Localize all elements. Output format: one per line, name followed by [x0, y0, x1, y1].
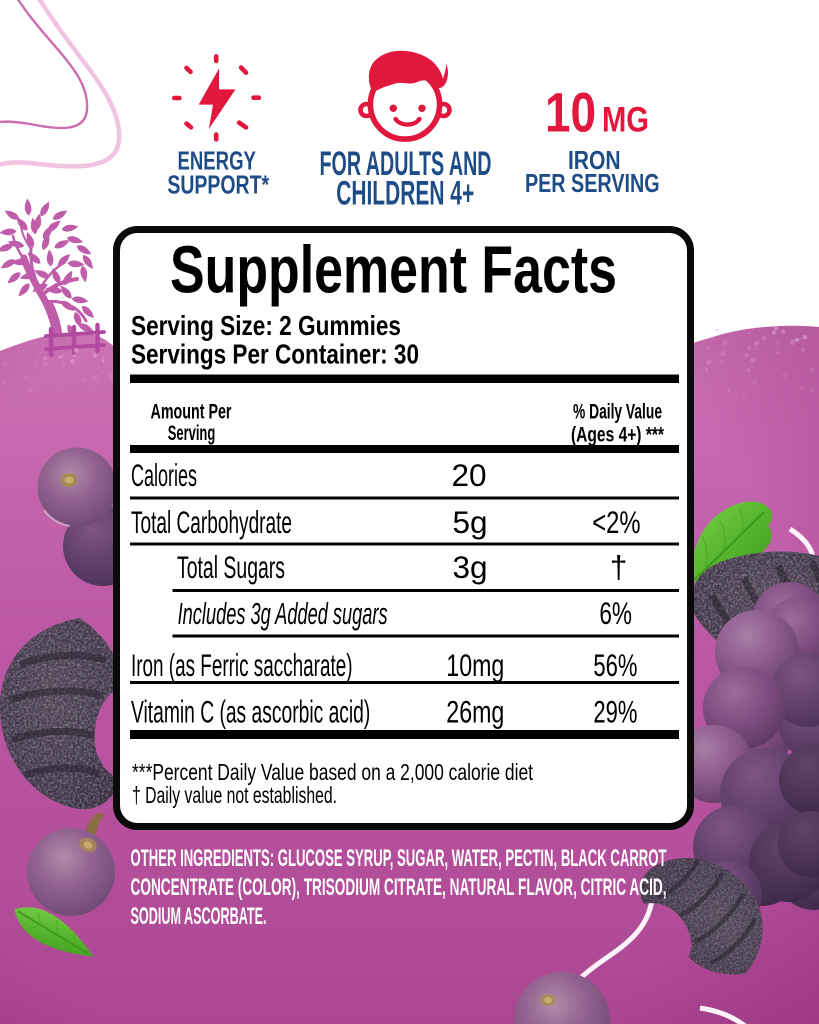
svg-text:6%: 6% [599, 595, 632, 631]
svg-text:OTHER INGREDIENTS: GLUCOSE SYR: OTHER INGREDIENTS: GLUCOSE SYRUP, SUGAR,… [131, 845, 667, 872]
svg-text:<2%: <2% [592, 504, 640, 540]
svg-text:†: † [610, 549, 628, 585]
svg-text:% Daily Value: % Daily Value [573, 399, 662, 423]
svg-text:ENERGY: ENERGY [178, 145, 256, 175]
svg-text:3g: 3g [452, 549, 487, 585]
svg-text:Serving Size: 2 Gummies: Serving Size: 2 Gummies [131, 310, 401, 341]
svg-text:10mg: 10mg [446, 647, 504, 683]
svg-text:(Ages 4+) ***: (Ages 4+) *** [571, 423, 664, 447]
svg-text:Supplement Facts: Supplement Facts [170, 233, 617, 308]
svg-text:5g: 5g [452, 504, 487, 540]
svg-text:***Percent Daily Value based o: ***Percent Daily Value based on a 2,000 … [132, 759, 533, 785]
svg-text:Iron (as Ferric saccharate): Iron (as Ferric saccharate) [131, 647, 353, 683]
svg-text:10: 10 [545, 81, 596, 144]
svg-text:Calories: Calories [131, 457, 197, 493]
svg-text:Total Carbohydrate: Total Carbohydrate [131, 504, 292, 540]
svg-text:FOR ADULTS AND: FOR ADULTS AND [320, 145, 492, 183]
svg-text:20: 20 [451, 457, 486, 493]
svg-text:† Daily value not established.: † Daily value not established. [132, 782, 337, 808]
svg-text:PER SERVING: PER SERVING [525, 168, 660, 198]
svg-text:56%: 56% [593, 647, 637, 683]
svg-text:Total Sugars: Total Sugars [177, 549, 285, 585]
svg-text:SODIUM ASCORBATE.: SODIUM ASCORBATE. [131, 903, 267, 930]
svg-text:Vitamin C (as ascorbic acid): Vitamin C (as ascorbic acid) [131, 694, 370, 730]
svg-text:26mg: 26mg [446, 694, 504, 730]
svg-text:Amount Per: Amount Per [151, 399, 232, 423]
svg-text:Servings Per Container: 30: Servings Per Container: 30 [131, 339, 419, 370]
svg-text:Serving: Serving [168, 421, 216, 445]
svg-text:29%: 29% [593, 694, 637, 730]
svg-text:MG: MG [602, 101, 649, 140]
svg-text:CHILDREN 4+: CHILDREN 4+ [336, 175, 474, 213]
svg-text:IRON: IRON [568, 145, 621, 175]
svg-text:SUPPORT*: SUPPORT* [167, 169, 269, 199]
svg-text:Includes 3g Added sugars: Includes 3g Added sugars [178, 597, 388, 631]
svg-text:CONCENTRATE (COLOR), TRISODIUM: CONCENTRATE (COLOR), TRISODIUM CITRATE, … [131, 874, 667, 901]
